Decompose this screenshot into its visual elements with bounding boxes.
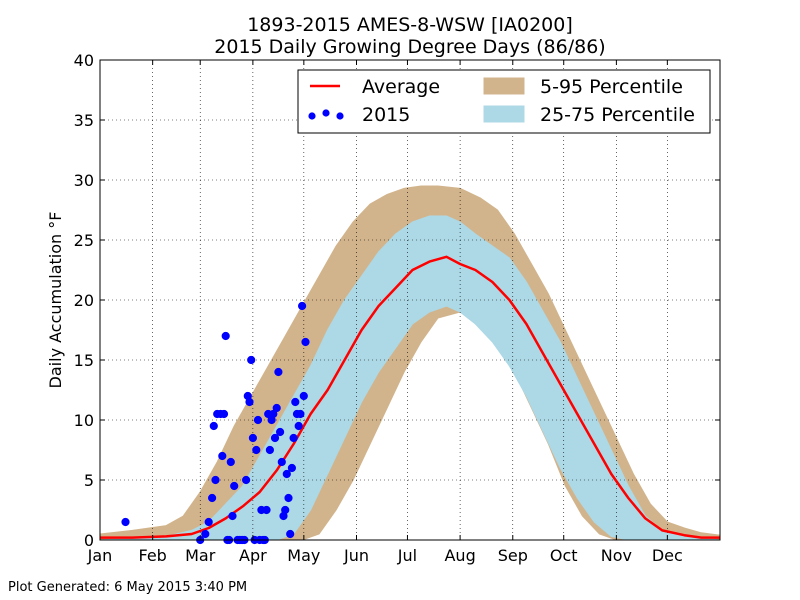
point-2015 (253, 415, 263, 425)
point-2015 (270, 433, 280, 443)
x-tick-label: Mar (185, 546, 216, 565)
point-2015 (265, 445, 274, 455)
point-2015 (201, 529, 210, 539)
x-tick-label: May (287, 546, 320, 565)
point-2015 (209, 421, 218, 431)
point-2015 (245, 397, 254, 407)
legend-label: 2015 (362, 104, 410, 126)
x-tick-label: Jun (343, 546, 369, 565)
y-tick-label: 20 (74, 291, 94, 310)
x-tick-label: Oct (550, 546, 578, 565)
point-2015 (291, 397, 300, 407)
x-tick-label: Sep (498, 546, 528, 565)
y-tick-label: 30 (74, 171, 94, 190)
chart-title: 1893-2015 AMES-8-WSW [IA0200] (247, 14, 573, 36)
point-2015 (269, 409, 278, 419)
point-2015 (281, 505, 290, 515)
legend-swatch-patch (483, 77, 525, 95)
point-2015 (287, 463, 296, 473)
legend-swatch-patch (483, 105, 525, 123)
point-2015 (274, 367, 283, 377)
point-2015 (211, 475, 220, 485)
axes: 0 5 10 15 20 25 30 35 40 Jan Feb Mar Apr May Jun Jul Aug… (74, 51, 720, 565)
x-tick-label: Nov (601, 546, 632, 565)
point-2015 (276, 427, 285, 437)
plot-generated-footer: Plot Generated: 6 May 2015 3:40 PM (8, 580, 247, 595)
y-tick-label: 10 (74, 411, 94, 430)
y-tick-label: 35 (74, 111, 94, 130)
point-2015 (262, 505, 271, 515)
point-2015 (228, 511, 237, 521)
legend-swatch-point (308, 112, 316, 120)
y-axis-label: Daily Accumulation °F (46, 212, 65, 389)
point-2015 (218, 451, 227, 461)
point-2015 (252, 445, 261, 455)
point-2015 (219, 409, 229, 419)
point-2015 (248, 433, 257, 443)
point-2015 (272, 403, 281, 413)
point-2015 (284, 493, 293, 503)
legend-label: Average (362, 76, 440, 98)
point-2015 (230, 481, 239, 491)
point-2015 (298, 301, 307, 311)
point-2015 (208, 493, 217, 503)
average-line (100, 255, 720, 539)
x-tick-label: Aug (444, 546, 475, 565)
point-2015 (221, 331, 230, 341)
point-2015 (301, 337, 310, 347)
x-tick-label: Apr (239, 546, 267, 565)
x-tick-label: Jul (397, 546, 417, 565)
y-tick-label: 15 (74, 351, 94, 370)
point-2015 (277, 457, 286, 467)
legend-label: 5-95 Percentile (540, 76, 683, 98)
point-2015 (296, 409, 305, 419)
x-tick-label: Feb (138, 546, 166, 565)
legend-swatch-point (322, 109, 330, 117)
y-tick-label: 0 (84, 531, 94, 550)
point-2015 (121, 517, 130, 527)
point-2015 (242, 475, 251, 485)
point-2015 (204, 517, 213, 527)
y-tick-label: 25 (74, 231, 94, 250)
x-tick-label: Jan (87, 546, 113, 565)
point-2015 (226, 457, 235, 467)
plot-area (99, 59, 721, 545)
point-2015 (282, 469, 291, 479)
point-2015 (289, 433, 298, 443)
chart-subtitle: 2015 Daily Growing Degree Days (86/86) (214, 36, 605, 58)
x-tick-label: Dec (652, 546, 683, 565)
point-2015 (299, 391, 308, 401)
y-tick-label: 40 (74, 51, 94, 70)
point-2015 (286, 529, 295, 539)
point-2015 (294, 421, 303, 431)
legend-label: 25-75 Percentile (540, 104, 695, 126)
point-2015 (247, 355, 256, 365)
legend: Average 5-95 Percentile 2015 25-75 Percenti… (297, 69, 711, 134)
y-tick-label: 5 (84, 471, 94, 490)
legend-swatch-point (336, 112, 344, 120)
